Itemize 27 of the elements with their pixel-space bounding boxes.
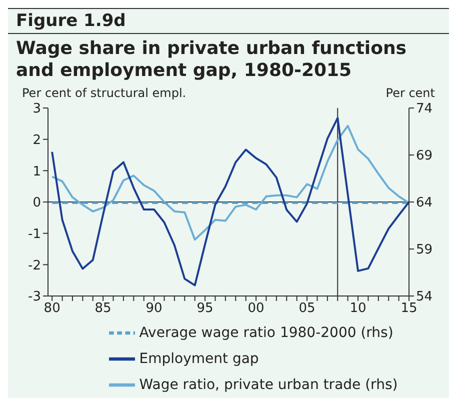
y-tick-label: 3 — [32, 102, 41, 117]
chart-title: Figure 1.9d — [8, 8, 449, 34]
legend-label: Employment gap — [139, 350, 259, 367]
y-tick-label: 2 — [32, 132, 41, 148]
y2-tick-label: 54 — [416, 290, 433, 305]
x-tick-label: 90 — [146, 301, 162, 316]
y-tick-label: 0 — [32, 196, 41, 211]
chart-subtitle: Wage share in private urban functions and employment gap, 1980-2015 — [15, 37, 408, 83]
y-tick-label: -3 — [28, 290, 41, 305]
y2-tick-label: 64 — [416, 196, 433, 211]
y2-tick-label: 59 — [416, 242, 433, 258]
y-tick-label: 1 — [32, 164, 41, 180]
x-tick-label: 85 — [94, 301, 112, 316]
x-tick-label: 00 — [248, 301, 264, 316]
x-tick-label: 05 — [298, 301, 316, 316]
x-tick-label: 80 — [44, 301, 60, 316]
y-axis-title: Per cent of structural empl. — [22, 86, 186, 100]
y2-tick-label: 69 — [416, 148, 433, 164]
y2-tick-label: 74 — [416, 102, 433, 117]
legend-label: Wage ratio, private urban trade (rhs) — [139, 376, 398, 393]
legend-label: Average wage ratio 1980-2000 (rhs) — [139, 324, 394, 341]
x-tick-label: 95 — [196, 301, 214, 316]
x-tick-label: 15 — [400, 301, 418, 316]
y2-axis-title: Per cent — [386, 86, 435, 100]
x-tick-label: 10 — [350, 301, 366, 316]
y-tick-label: -2 — [28, 258, 41, 274]
y-tick-label: -1 — [28, 226, 41, 242]
